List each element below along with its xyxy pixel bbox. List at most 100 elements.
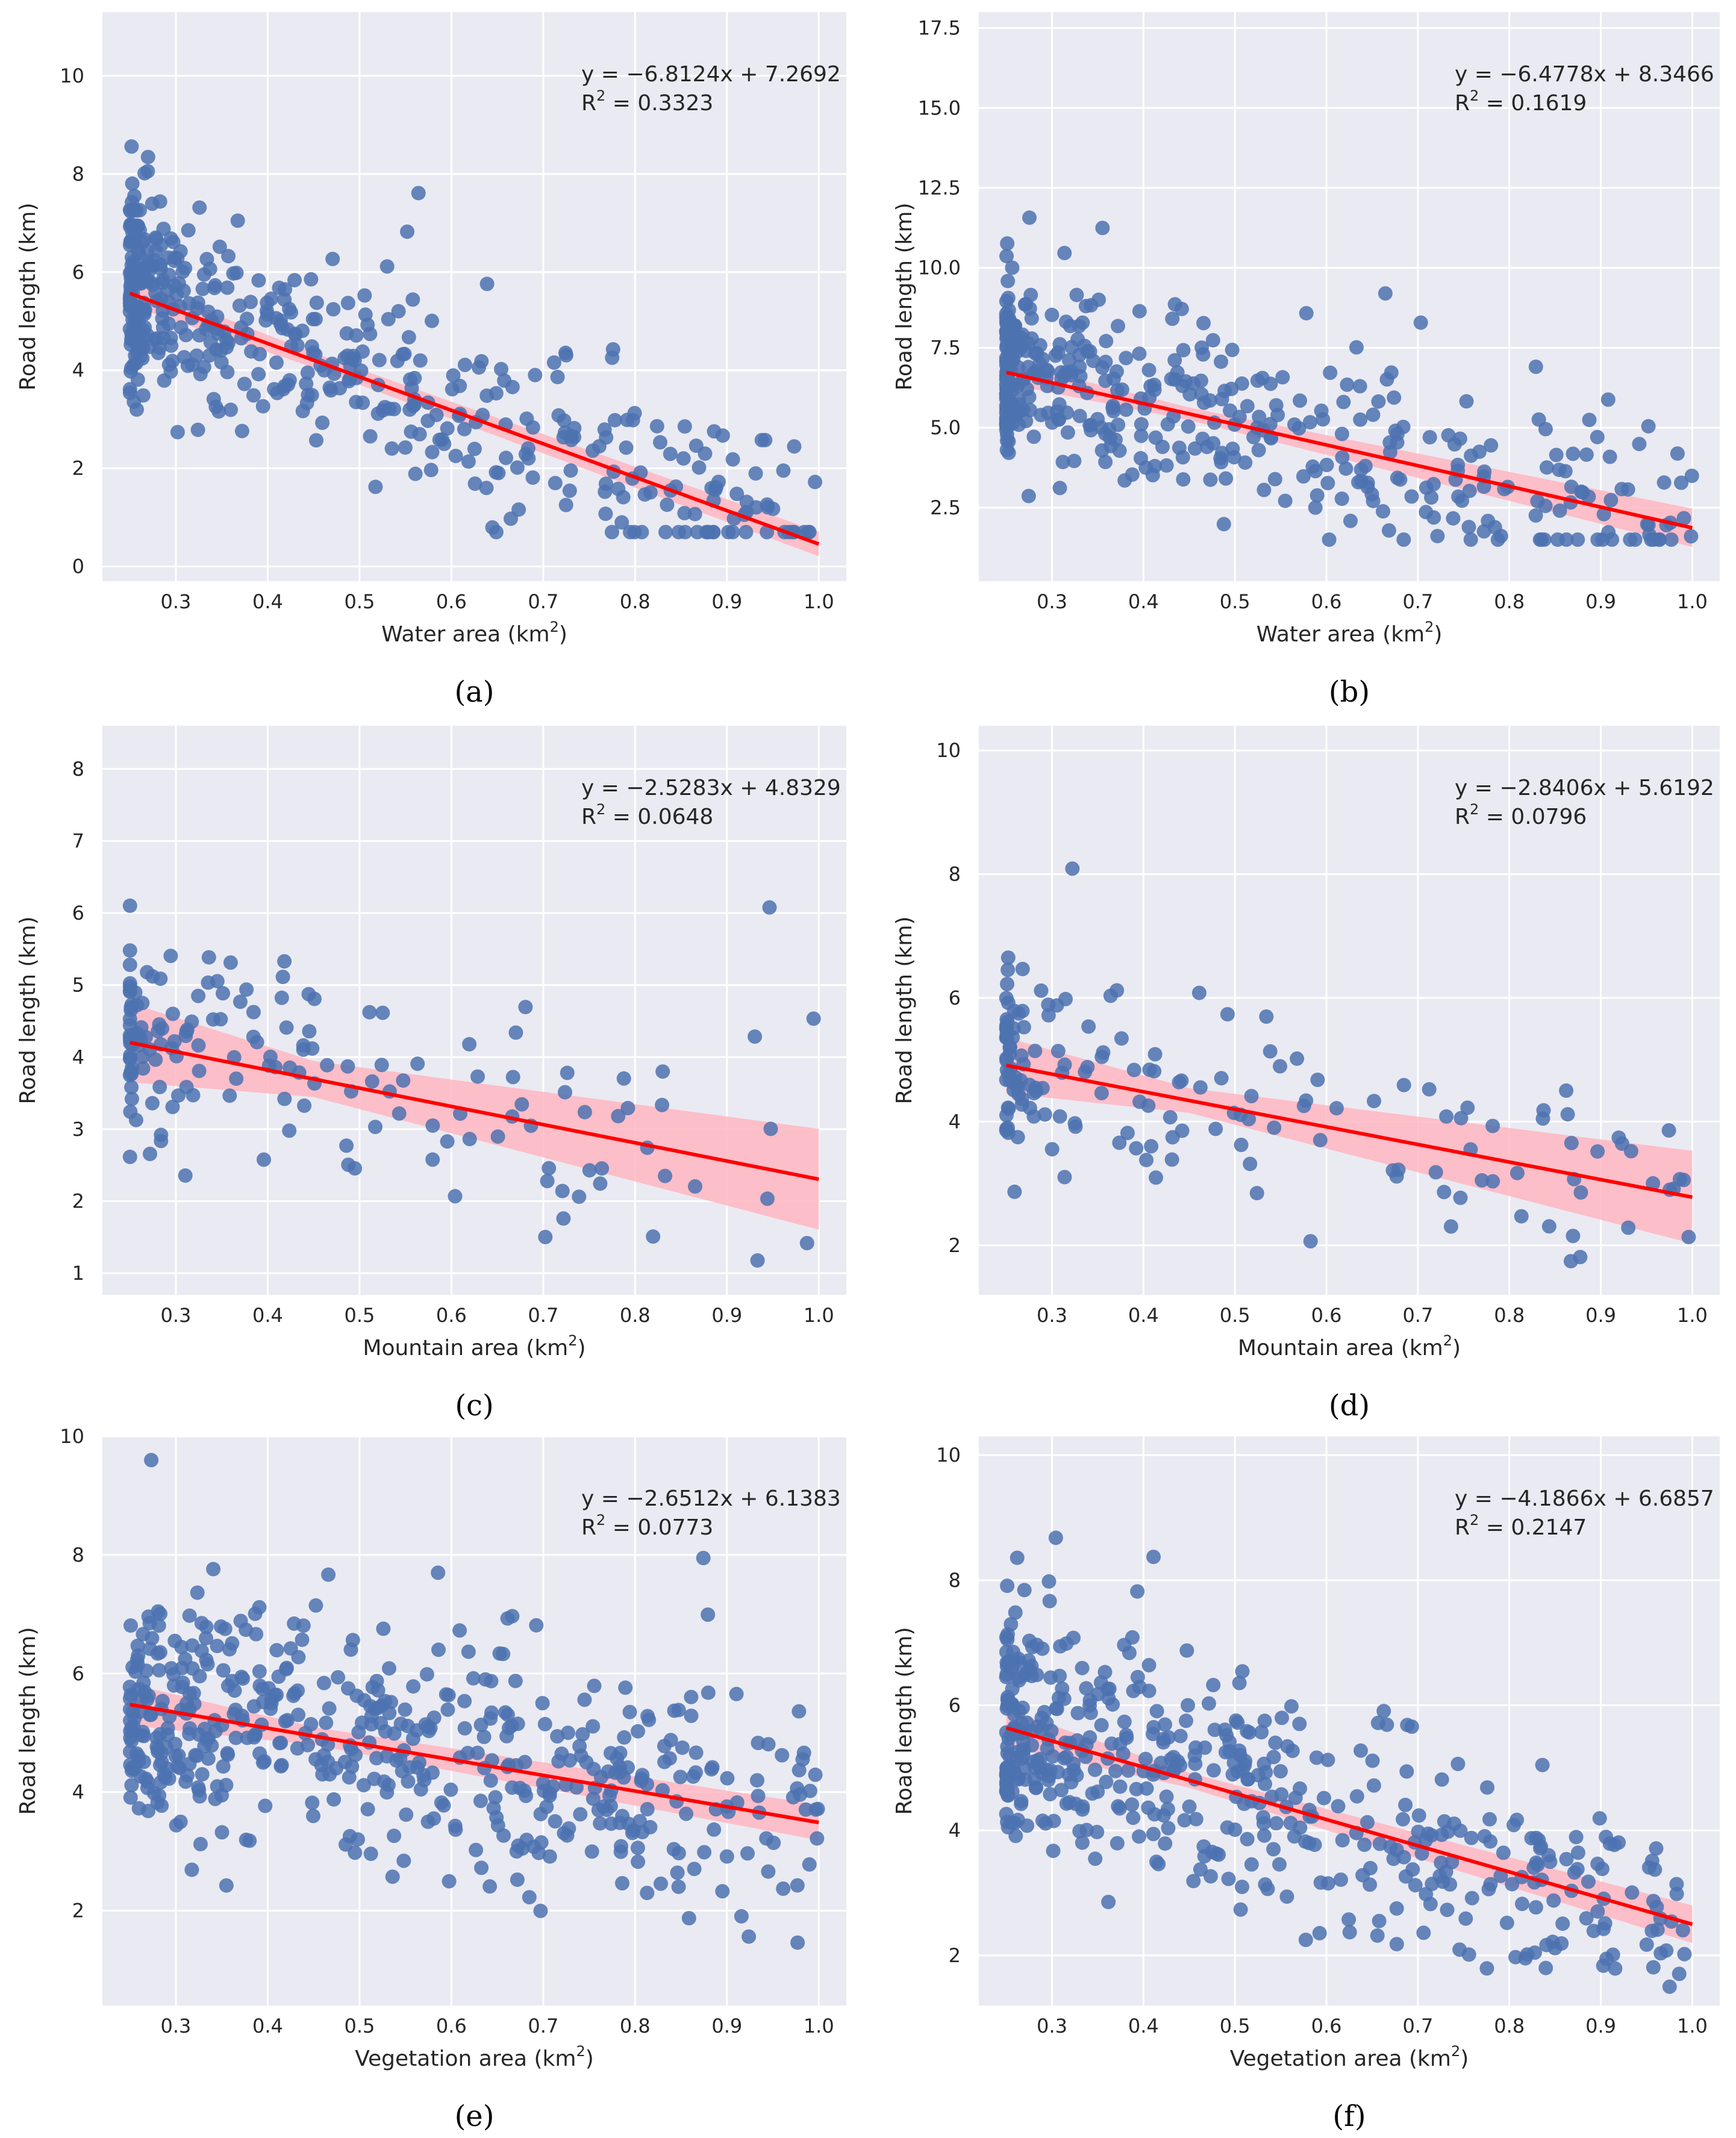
scatter-point <box>1052 397 1067 412</box>
scatter-point <box>1387 390 1402 405</box>
scatter-point <box>234 1669 249 1685</box>
scatter-point <box>122 943 137 958</box>
scatter-point <box>140 1692 155 1707</box>
scatter-point <box>505 1070 520 1085</box>
scatter-point <box>1112 1135 1127 1150</box>
scatter-point <box>136 1754 151 1769</box>
scatter-point <box>670 1865 685 1880</box>
scatter-point <box>1334 1872 1348 1887</box>
scatter-point <box>687 1862 702 1877</box>
scatter-point <box>216 1663 231 1678</box>
scatter-point <box>1075 1835 1090 1850</box>
scatter-point <box>1290 1051 1305 1066</box>
y-tick-label: 6 <box>72 261 84 284</box>
scatter-point <box>171 1088 186 1103</box>
scatter-point <box>1191 985 1207 1000</box>
scatter-point <box>555 1183 570 1198</box>
chart-panel-c: 0.3 0.4 0.5 0.6 0.7 0.8 0.9 1.0 1 2 3 4 5 6 7 8 y = −2.5… <box>16 726 846 1423</box>
scatter-point <box>688 1745 704 1760</box>
scatter-point <box>1167 297 1182 312</box>
scatter-point <box>425 1765 440 1780</box>
confidence-band <box>130 1003 819 1230</box>
scatter-point <box>704 481 719 496</box>
scatter-point <box>1044 1142 1060 1157</box>
x-axis-label-text: Mountain area (km <box>363 1336 568 1360</box>
scatter-point <box>1411 1824 1426 1839</box>
scatter-point <box>613 1844 628 1859</box>
scatter-point <box>1225 343 1240 357</box>
scatter-point <box>658 1168 673 1183</box>
scatter-point <box>760 525 775 540</box>
scatter-point <box>178 1029 193 1043</box>
scatter-point <box>274 990 289 1005</box>
scatter-point <box>1025 1738 1039 1753</box>
scatter-point <box>1590 1904 1605 1919</box>
x-axis-label-text: Vegetation area (km <box>1230 2046 1451 2071</box>
scatter-point <box>382 1706 397 1721</box>
scatter-point <box>1566 446 1581 461</box>
scatter-point <box>138 253 153 268</box>
scatter-point <box>1141 363 1157 378</box>
scatter-point <box>635 1825 650 1839</box>
x-axis-label-superscript: 2 <box>1425 619 1434 635</box>
scatter-point <box>1528 508 1543 523</box>
scatter-point <box>577 1692 592 1707</box>
scatter-point <box>1174 1073 1189 1088</box>
scatter-point <box>126 1719 141 1734</box>
scatter-point <box>796 1745 811 1760</box>
scatter-point <box>1251 443 1266 458</box>
scatter-point <box>1179 1713 1193 1728</box>
scatter-point <box>1343 513 1358 528</box>
scatter-point <box>326 302 341 317</box>
scatter-point <box>1014 1048 1029 1063</box>
scatter-point <box>1099 1774 1114 1789</box>
y-tick-label: 10 <box>60 1425 84 1448</box>
scatter-point <box>309 295 324 310</box>
scatter-point <box>375 1005 390 1020</box>
x-tick-label: 0.3 <box>1037 1304 1067 1327</box>
scatter-point <box>1083 1706 1098 1721</box>
scatter-point <box>457 1694 472 1709</box>
scatter-point <box>1399 1764 1414 1779</box>
scatter-point <box>123 1051 137 1066</box>
scatter-point <box>1205 1845 1220 1859</box>
x-tick-label: 0.3 <box>1037 2015 1067 2037</box>
scatter-point <box>339 1138 354 1153</box>
scatter-point <box>563 463 578 478</box>
scatter-point <box>1529 1830 1544 1845</box>
scatter-point <box>299 376 314 391</box>
scatter-point <box>1108 432 1123 447</box>
scatter-point <box>1201 1696 1216 1711</box>
scatter-point <box>1462 484 1477 499</box>
scatter-point <box>1485 1174 1500 1189</box>
scatter-point <box>369 1751 384 1766</box>
scatter-point <box>122 1018 137 1033</box>
scatter-point <box>425 444 440 460</box>
scatter-point <box>190 422 205 437</box>
scatter-point <box>1048 348 1063 363</box>
scatter-point <box>660 497 675 513</box>
scatter-point <box>1464 1830 1479 1845</box>
scatter-point <box>1567 1865 1582 1880</box>
scatter-point <box>1292 1716 1307 1731</box>
scatter-point <box>1030 1753 1045 1768</box>
regression-line <box>1005 1726 1693 1926</box>
x-tick-label: 0.9 <box>711 2015 742 2037</box>
scatter-point <box>269 1643 284 1658</box>
scatter-point <box>999 1768 1014 1783</box>
x-tick-label: 0.4 <box>1128 590 1159 613</box>
y-tick-label: 2 <box>72 457 84 480</box>
scatter-point <box>239 982 254 997</box>
scatter-point <box>1000 1815 1014 1830</box>
scatter-point <box>510 1872 525 1887</box>
scatter-point <box>604 525 619 540</box>
scatter-point <box>297 1098 312 1113</box>
scatter-point <box>1590 1144 1605 1159</box>
scatter-point <box>1072 319 1087 334</box>
scatter-point <box>145 1095 160 1111</box>
scatter-point <box>1101 1895 1116 1910</box>
scatter-point <box>1238 455 1253 470</box>
scatter-point <box>410 1056 425 1071</box>
scatter-point <box>1101 1691 1116 1706</box>
scatter-point <box>1070 332 1085 347</box>
